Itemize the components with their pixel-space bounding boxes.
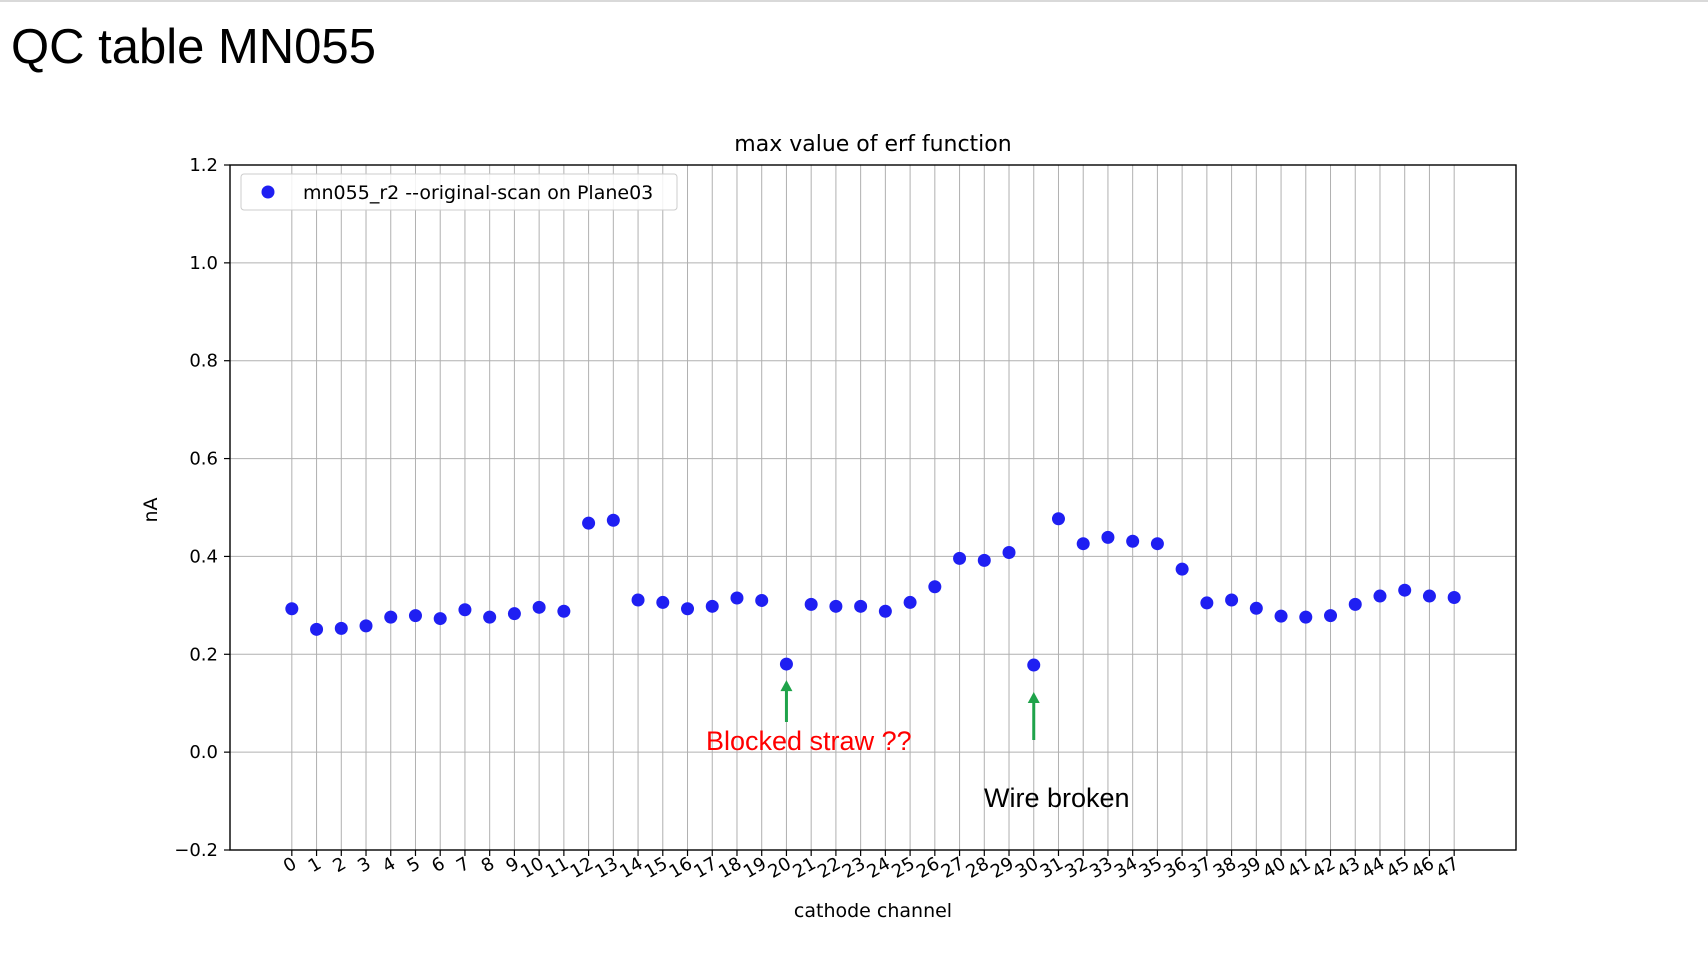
y-tick-label: 0.2 (189, 644, 218, 665)
data-point (1200, 596, 1214, 610)
x-tick-label: 6 (428, 853, 448, 877)
x-axis-label: cathode channel (794, 900, 952, 922)
data-point (1175, 562, 1189, 576)
data-point (1274, 609, 1288, 623)
data-point (854, 599, 868, 613)
data-point (507, 607, 521, 621)
y-tick-label: 0.8 (189, 351, 218, 372)
data-point (1324, 609, 1338, 623)
data-point (557, 604, 571, 618)
data-point (310, 622, 324, 636)
data-point (656, 595, 670, 609)
legend: mn055_r2 --original-scan on Plane03 (240, 173, 678, 211)
y-tick-label: −0.2 (174, 840, 218, 861)
chart-title: max value of erf function (734, 132, 1011, 157)
data-point (977, 553, 991, 567)
x-tick-label: 47 (1432, 853, 1462, 883)
data-point (1348, 597, 1362, 611)
data-point (483, 610, 497, 624)
x-tick-label: 1 (305, 853, 325, 877)
y-tick-label: 1.0 (189, 253, 218, 274)
data-point (606, 513, 620, 527)
x-tick-label: 7 (453, 853, 473, 877)
legend-marker (261, 185, 275, 199)
annotation-layer: Blocked straw ?? Wire broken (706, 680, 1130, 813)
y-tick-label: 0.6 (189, 449, 218, 470)
data-point (1422, 589, 1436, 603)
data-point (755, 593, 769, 607)
data-point (681, 602, 695, 616)
data-point (334, 621, 348, 635)
annotation-arrowhead (780, 680, 793, 692)
data-point (1027, 658, 1041, 672)
data-point (730, 591, 744, 605)
data-point (1002, 546, 1016, 560)
data-point (384, 610, 398, 624)
data-point (285, 602, 299, 616)
plot-frame (229, 164, 1517, 851)
axes-layer: −0.20.00.20.40.60.81.01.20 1 2 3 4 5 6 7 8 910111… (174, 155, 1462, 883)
data-point (1373, 589, 1387, 603)
data-point (1101, 530, 1115, 544)
data-point (631, 593, 645, 607)
data-point (1051, 512, 1065, 526)
x-tick-label: 8 (478, 853, 498, 877)
data-point (433, 612, 447, 626)
data-point (532, 600, 546, 614)
data-point (705, 599, 719, 613)
slide-title: QC table MN055 (11, 20, 376, 74)
data-point (1447, 591, 1461, 605)
data-point (1150, 537, 1164, 551)
data-point (878, 604, 892, 618)
data-point (582, 516, 596, 530)
data-point (1398, 583, 1412, 597)
data-point (804, 597, 818, 611)
data-point (1225, 593, 1239, 607)
x-tick-label: 4 (379, 853, 399, 877)
x-tick-label: 0 (280, 853, 300, 877)
x-tick-label: 5 (404, 853, 424, 877)
x-tick-label: 2 (329, 853, 349, 877)
data-point (1249, 601, 1263, 615)
annotation-label: Blocked straw ?? (706, 726, 912, 756)
data-point (928, 580, 942, 594)
points-layer (285, 512, 1461, 672)
data-point (359, 619, 373, 633)
top-border (0, 0, 1708, 2)
data-point (829, 599, 843, 613)
data-point (1076, 537, 1090, 551)
data-point (1126, 534, 1140, 548)
data-point (408, 609, 422, 623)
legend-label: mn055_r2 --original-scan on Plane03 (303, 182, 653, 204)
legend-box (240, 173, 678, 211)
data-point (953, 551, 967, 565)
y-tick-label: 0.0 (189, 742, 218, 763)
x-tick-label: 3 (354, 853, 374, 877)
annotation-arrowhead (1027, 692, 1040, 704)
y-tick-label: 0.4 (189, 546, 218, 567)
data-point (1299, 610, 1313, 624)
data-point (458, 603, 472, 617)
data-point (903, 595, 917, 609)
annotation-label: Wire broken (984, 783, 1130, 813)
y-tick-label: 1.2 (189, 155, 218, 176)
y-axis-label: nA (140, 497, 162, 522)
data-point (779, 657, 793, 671)
